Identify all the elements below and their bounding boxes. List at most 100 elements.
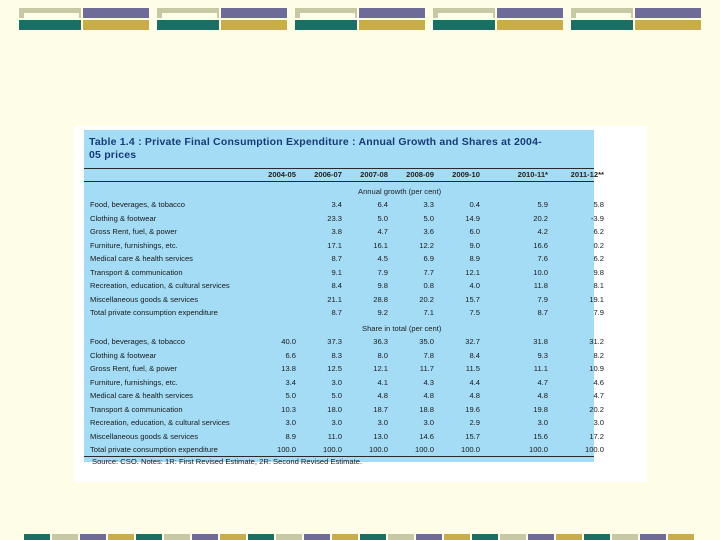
row-label: Miscellaneous goods & services (90, 431, 199, 441)
table-cell: 6.4 (377, 200, 388, 209)
table-cell: 16.6 (533, 240, 548, 250)
table-cell: 20.2 (589, 404, 604, 414)
growth-section-label: Annual growth (per cent) (358, 187, 442, 196)
table-row: Transport & communication 10.3 18.0 18.7 18.… (84, 404, 604, 417)
table-cell: 8.4 (331, 281, 342, 290)
row-label: Total private consumption expenditure (90, 445, 218, 454)
table-cell: 8.9 (285, 431, 296, 441)
bottom-decoration-block (80, 534, 106, 540)
table-cell: 12.1 (373, 364, 388, 373)
table-cell: 9.8 (593, 267, 604, 277)
table-cell: 21.1 (327, 294, 342, 304)
table-cell: 5.0 (377, 213, 388, 223)
table-row: Food, beverages, & tobacco 40.0 37.3 36.3 35… (84, 336, 604, 349)
table-cell: 3.0 (331, 418, 342, 427)
table-cell: 8.4 (469, 350, 480, 360)
table-cell: 3.3 (423, 200, 434, 209)
row-label: Transport & communication (90, 404, 183, 414)
bottom-decoration-block (52, 534, 78, 540)
header-top-rule (84, 168, 594, 169)
bottom-decoration-block (472, 534, 498, 540)
table-cell: 6.9 (423, 254, 434, 263)
table-cell: 8.9 (469, 254, 480, 263)
bottom-decoration-block (164, 534, 190, 540)
table-cell: 3.0 (423, 418, 434, 427)
table-cell: 4.8 (537, 391, 548, 400)
row-label: Food, beverages, & tobacco (90, 200, 185, 209)
table-row: Clothing & footwear 23.3 5.0 5.0 14.9 20.2 -3.… (84, 213, 604, 226)
table-cell: 3.0 (285, 418, 296, 427)
table-cell: 8.7 (537, 308, 548, 317)
table-cell: -3.9 (590, 213, 604, 223)
bottom-decoration-block (248, 534, 274, 540)
table-cell: 28.8 (373, 294, 388, 304)
table-cell: 8.7 (331, 254, 342, 263)
table-cell: 15.7 (465, 294, 480, 304)
table-row: Total private consumption expenditure 100… (84, 444, 604, 457)
table-cell: 7.6 (537, 254, 548, 263)
table-cell: 15.7 (465, 431, 480, 441)
table-cell: 9.0 (469, 240, 480, 250)
table-row: Gross Rent, fuel, & power 3.8 4.7 3.6 6.0 4.2… (84, 226, 604, 239)
table-cell: 3.0 (537, 418, 548, 427)
table-cell: 5.0 (331, 391, 342, 400)
row-label: Furniture, furnishings, etc. (90, 240, 178, 250)
table-title-line-2: 05 prices (89, 149, 137, 161)
table-cell: 35.0 (419, 337, 434, 346)
table-cell: 8.3 (331, 350, 342, 360)
table-row: Medical care & health services 5.0 5.0 4.8 4… (84, 390, 604, 403)
table-cell: 7.1 (423, 308, 434, 317)
table-cell: 8.1 (593, 281, 604, 290)
table-cell: 6.6 (285, 350, 296, 360)
column-header: 2009-10 (452, 170, 480, 179)
table-cell: 4.7 (377, 227, 388, 236)
table-cell: 4.8 (377, 391, 388, 400)
table-cell: 9.2 (377, 308, 388, 317)
table-card: Table 1.4 : Private Final Consumption Ex… (74, 126, 647, 482)
table-cell: 19.6 (465, 404, 480, 414)
table-cell: 3.8 (331, 227, 342, 236)
table-cell: 4.5 (377, 254, 388, 263)
table-cell: 100.0 (528, 445, 548, 454)
column-header: 2004-05 (268, 170, 296, 179)
table-cell: 14.6 (419, 431, 434, 441)
table-cell: 18.8 (419, 404, 434, 414)
bottom-decoration (24, 534, 704, 540)
table-cell: 0.2 (593, 240, 604, 250)
table-cell: 36.3 (373, 337, 388, 346)
table-row: Medical care & health services 8.7 4.5 6.9 8… (84, 253, 604, 266)
table-cell: 13.8 (281, 364, 296, 373)
bottom-decoration-block (556, 534, 582, 540)
table-cell: 100.0 (584, 445, 604, 454)
bottom-decoration-block (332, 534, 358, 540)
table-cell: 6.2 (593, 254, 604, 263)
table-cell: 4.8 (469, 391, 480, 400)
table-cell: 100.0 (414, 445, 434, 454)
table-cell: 20.2 (419, 294, 434, 304)
table-cell: 3.4 (331, 200, 342, 209)
table-cell: 13.0 (373, 431, 388, 441)
table-cell: 37.3 (327, 337, 342, 346)
column-header: 2011-12** (570, 170, 604, 179)
bottom-decoration-block (220, 534, 246, 540)
table-cell: 11.5 (465, 364, 480, 373)
row-label: Gross Rent, fuel, & power (90, 227, 177, 236)
table-title-line-1: Table 1.4 : Private Final Consumption Ex… (89, 136, 542, 148)
table-row: Miscellaneous goods & services 21.1 28.8 20… (84, 294, 604, 307)
table-cell: 0.4 (469, 200, 480, 209)
table-cell: 4.7 (593, 391, 604, 400)
table-cell: 17.2 (589, 431, 604, 441)
table-cell: 18.7 (373, 404, 388, 414)
table-cell: 7.9 (377, 267, 388, 277)
table-cell: 3.6 (423, 227, 434, 236)
header-bottom-rule (84, 181, 594, 182)
table-cell: 4.0 (469, 281, 480, 290)
column-header: 2007-08 (360, 170, 388, 179)
table-cell: 11.1 (533, 364, 548, 373)
row-label: Total private consumption expenditure (90, 308, 218, 317)
bottom-decoration-block (528, 534, 554, 540)
source-note: Source: CSO. Notes: 1R: First Revised Es… (92, 457, 363, 466)
table-cell: 100.0 (276, 445, 296, 454)
table-cell: 5.0 (423, 213, 434, 223)
table-cell: 40.0 (281, 337, 296, 346)
